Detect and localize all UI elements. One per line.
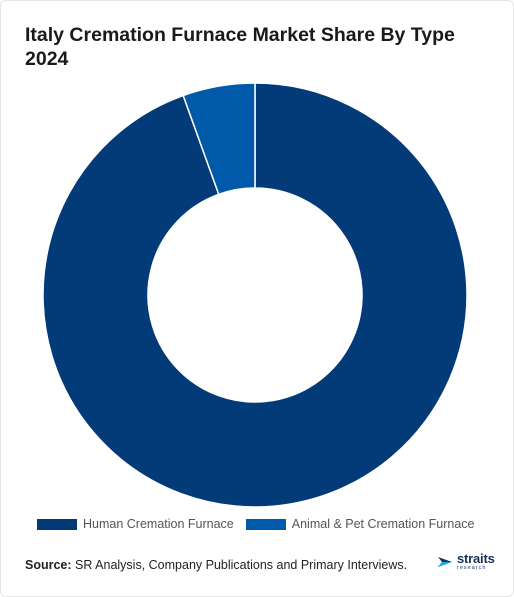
chart-legend: Human Cremation Furnace Animal & Pet Cre… (37, 517, 474, 531)
source-text: SR Analysis, Company Publications and Pr… (71, 558, 408, 572)
donut-slice-human[interactable] (42, 82, 468, 508)
donut-slices (42, 82, 468, 508)
legend-label-animal-pet: Animal & Pet Cremation Furnace (291, 517, 475, 531)
straits-research-logo: straits research (436, 552, 495, 572)
chart-title: Italy Cremation Furnace Market Share By … (25, 24, 455, 70)
legend-item-human[interactable]: Human Cremation Furnace (37, 517, 234, 531)
logo-subword: research (457, 565, 487, 571)
legend-label-human: Human Cremation Furnace (83, 517, 234, 531)
legend-swatch-animal-pet (245, 518, 286, 530)
donut-chart (42, 82, 468, 508)
source-note: Source: SR Analysis, Company Publication… (25, 558, 407, 572)
donut-slice-animal-pet[interactable] (182, 82, 256, 196)
logo-word: straits (457, 551, 495, 566)
legend-swatch-human (37, 518, 77, 530)
legend-item-animal-pet[interactable]: Animal & Pet Cremation Furnace (245, 517, 475, 531)
source-label: Source: (25, 558, 72, 572)
logo-mark-icon (438, 556, 452, 567)
